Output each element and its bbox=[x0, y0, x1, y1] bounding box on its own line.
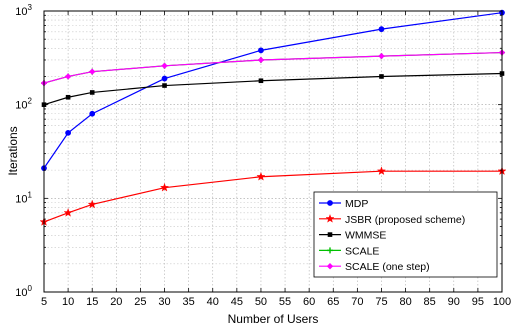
legend-marker bbox=[327, 200, 333, 206]
legend-marker bbox=[326, 263, 334, 270]
y-tick-exponent: 3 bbox=[28, 3, 33, 12]
x-tick-label: 10 bbox=[62, 296, 74, 308]
ticks: 5 10 15 20 25 30 35 40 45 50 55 60 65 70 75 80 85 90 95 100… bbox=[15, 3, 511, 308]
x-tick-label: 100 bbox=[493, 296, 511, 308]
legend-entry: SCALE bbox=[319, 245, 379, 257]
y-tick-base: 10 bbox=[15, 287, 27, 299]
data-point bbox=[87, 199, 97, 209]
x-tick-label: 75 bbox=[375, 296, 387, 308]
legend-box bbox=[313, 191, 498, 278]
y-tick-label: 102 bbox=[15, 97, 32, 112]
data-point bbox=[378, 26, 385, 33]
y-tick-label: 100 bbox=[15, 284, 32, 299]
legend-label: WMMSE bbox=[345, 230, 386, 242]
legend-entry: MDP bbox=[319, 198, 368, 210]
legend-marker bbox=[327, 232, 333, 237]
data-point bbox=[65, 94, 71, 100]
data-point bbox=[159, 182, 170, 192]
x-tick-label: 50 bbox=[255, 296, 267, 308]
legend-entry: WMMSE bbox=[319, 230, 386, 242]
series-layer bbox=[39, 9, 507, 226]
legend-marker bbox=[325, 214, 335, 223]
data-point bbox=[258, 78, 264, 84]
x-axis-label: Number of Users bbox=[228, 312, 319, 326]
data-point bbox=[258, 47, 264, 54]
data-point bbox=[89, 68, 96, 75]
x-tick-label: 60 bbox=[303, 296, 315, 308]
legend: MDP JSBR (proposed scheme) WMMSE SCALE SCALE… bbox=[313, 191, 498, 278]
legend-label: JSBR (proposed scheme) bbox=[345, 214, 465, 226]
y-tick-label: 101 bbox=[15, 190, 32, 205]
data-point bbox=[257, 56, 265, 64]
y-tick-base: 10 bbox=[15, 100, 27, 112]
data-point bbox=[378, 52, 385, 60]
data-point bbox=[63, 208, 73, 217]
series-0 bbox=[41, 9, 505, 172]
data-point bbox=[256, 171, 266, 181]
legend-entry: JSBR (proposed scheme) bbox=[319, 214, 465, 226]
legend-label: SCALE (one step) bbox=[345, 261, 430, 273]
x-tick-label: 35 bbox=[183, 296, 195, 308]
x-tick-label: 40 bbox=[207, 296, 219, 308]
legend-label: MDP bbox=[345, 198, 368, 210]
legend-label: SCALE bbox=[345, 245, 379, 257]
x-tick-label: 55 bbox=[279, 296, 291, 308]
x-tick-label: 85 bbox=[424, 296, 436, 308]
x-tick-label: 25 bbox=[134, 296, 146, 308]
y-tick-exponent: 0 bbox=[28, 284, 33, 293]
data-point bbox=[161, 75, 168, 82]
x-tick-label: 65 bbox=[327, 296, 339, 308]
y-tick-base: 10 bbox=[15, 193, 27, 205]
data-point bbox=[64, 73, 72, 80]
data-point bbox=[65, 129, 72, 136]
y-tick-exponent: 2 bbox=[28, 97, 33, 106]
data-point bbox=[89, 110, 96, 117]
x-tick-label: 80 bbox=[399, 296, 411, 308]
data-point bbox=[376, 166, 387, 176]
data-point bbox=[379, 74, 384, 79]
x-tick-label: 30 bbox=[158, 296, 170, 308]
x-tick-label: 70 bbox=[351, 296, 363, 308]
y-tick-label: 103 bbox=[15, 3, 32, 18]
x-tick-label: 5 bbox=[41, 296, 47, 308]
data-point bbox=[161, 62, 168, 69]
x-tick-label: 20 bbox=[110, 296, 122, 308]
x-tick-label: 15 bbox=[86, 296, 98, 308]
x-tick-label: 95 bbox=[472, 296, 484, 308]
y-tick-base: 10 bbox=[15, 6, 27, 18]
plot-frame bbox=[43, 10, 503, 293]
data-point bbox=[89, 90, 95, 95]
y-axis-label: Iterations bbox=[6, 126, 20, 175]
x-tick-label: 45 bbox=[231, 296, 243, 308]
legend-entry: SCALE (one step) bbox=[319, 261, 430, 273]
data-point bbox=[162, 83, 167, 88]
x-tick-label: 90 bbox=[448, 296, 460, 308]
legend-marker bbox=[327, 247, 333, 254]
y-tick-exponent: 1 bbox=[28, 190, 33, 199]
